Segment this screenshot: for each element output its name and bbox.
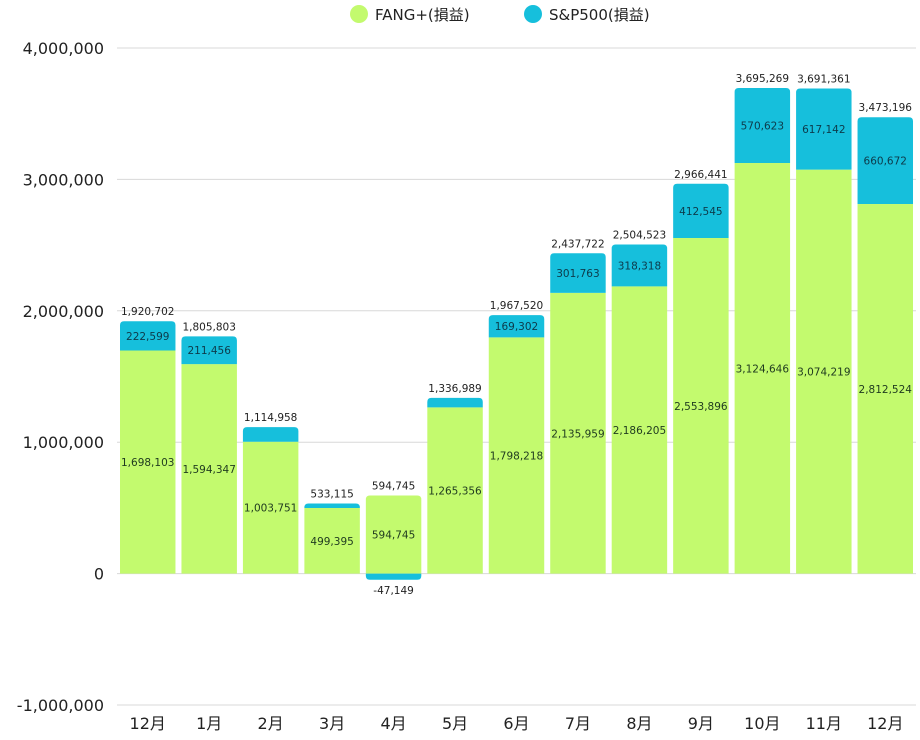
bar-sp500 [242, 427, 299, 442]
data-label-sp500: 301,763 [556, 268, 599, 280]
legend-swatch-sp500 [524, 5, 542, 23]
bar-sp500 [304, 503, 360, 508]
y-tick-label: 0 [94, 565, 104, 584]
data-label-fang: 1,798,218 [490, 450, 543, 462]
data-label-fang: 2,553,896 [674, 401, 728, 413]
data-label-total: 594,745 [372, 480, 415, 492]
bar-sp500 [120, 321, 176, 351]
bar-fang [550, 292, 606, 574]
data-label-sp500: 169,302 [495, 321, 538, 333]
x-tick-label: 4月 [380, 714, 406, 733]
bar-sp500 [796, 88, 852, 170]
data-label-total: 1,920,702 [121, 306, 174, 318]
bar-fang [796, 169, 852, 574]
data-label-fang: 499,395 [310, 536, 353, 548]
data-label-total: 1,967,520 [490, 300, 543, 312]
y-tick-label: 4,000,000 [23, 39, 104, 58]
bar-fang [120, 350, 176, 574]
bar-sp500 [427, 397, 483, 408]
x-tick-label: 1月 [196, 714, 222, 733]
y-axis: -1,000,000 0 1,000,000 2,000,000 3,000,000 4,… [17, 39, 104, 715]
x-tick-label: 7月 [565, 714, 591, 733]
data-label-sp500: 222,599 [126, 331, 169, 343]
data-label-sp500: 318,318 [618, 260, 661, 272]
bar-sp500 [488, 315, 545, 338]
bar-fang [857, 204, 913, 574]
x-tick-label: 12月 [130, 714, 166, 733]
data-label-fang: 1,698,103 [121, 457, 174, 469]
y-tick-label: 1,000,000 [23, 433, 104, 452]
bar-fang [488, 337, 545, 574]
x-tick-label: 6月 [503, 714, 529, 733]
data-label-fang: 3,074,219 [797, 367, 850, 379]
bar-fang [611, 286, 668, 574]
bar-sp500 [550, 253, 606, 293]
bar-fang [673, 238, 729, 574]
data-label-fang: 2,812,524 [859, 384, 913, 396]
data-label-sp500: 570,623 [741, 121, 784, 133]
data-label-fang: 594,745 [372, 530, 415, 542]
data-label-total: 2,504,523 [613, 230, 666, 242]
data-label-total: 1,114,958 [244, 412, 297, 424]
x-tick-label: 10月 [744, 714, 780, 733]
bar-fang [242, 441, 299, 574]
data-label-fang: 1,594,347 [182, 464, 235, 476]
data-label-total: 2,966,441 [674, 169, 727, 181]
x-tick-label: 12月 [867, 714, 903, 733]
data-label-fang: 1,003,751 [244, 503, 297, 515]
data-label-fang: 2,186,205 [613, 425, 666, 437]
bar-sp500 [365, 573, 422, 580]
x-tick-label: 3月 [319, 714, 345, 733]
x-tick-label: 5月 [442, 714, 468, 733]
x-axis: 12月 1月 2月 3月 4月 5月 6月 7月 8月 9月 10月 11月 12月 [130, 714, 904, 733]
data-label-sp500: 211,456 [187, 345, 231, 357]
x-tick-label: 11月 [806, 714, 842, 733]
data-label-fang: 1,265,356 [428, 485, 482, 497]
legend-label-sp500: S&P500(損益) [549, 6, 650, 24]
data-label-sp500: 617,142 [802, 124, 845, 136]
data-label-total: 2,437,722 [551, 238, 604, 250]
bar-sp500 [734, 88, 791, 164]
bar-fang [181, 364, 237, 574]
bar-sp500 [181, 336, 237, 365]
x-tick-label: 2月 [258, 714, 284, 733]
data-label-total: 533,115 [310, 489, 353, 501]
data-label-fang: 2,135,959 [551, 428, 604, 440]
bar-sp500 [611, 244, 668, 287]
data-labels: 1,698,103 222,599 1,920,702 1,594,347 211,45… [121, 73, 912, 597]
bar-fang [427, 407, 483, 574]
data-label-sp500: 660,672 [864, 156, 907, 168]
y-tick-label: 2,000,000 [23, 302, 104, 321]
bar-sp500 [673, 183, 729, 239]
x-tick-label: 8月 [626, 714, 652, 733]
data-label-fang: 3,124,646 [736, 363, 790, 375]
data-label-total: 1,336,989 [428, 383, 481, 395]
x-tick-label: 9月 [688, 714, 714, 733]
data-label-total: 1,805,803 [182, 321, 235, 333]
legend-item-sp500[interactable]: S&P500(損益) [524, 5, 650, 24]
y-tick-label: -1,000,000 [17, 696, 104, 715]
bar-sp500 [857, 117, 913, 205]
data-label-total: 3,691,361 [797, 74, 850, 86]
legend-label-fang: FANG+(損益) [375, 6, 470, 24]
data-label-sp500: -47,149 [373, 585, 414, 597]
legend: FANG+(損益) S&P500(損益) [350, 5, 650, 24]
bar-fang [304, 507, 360, 574]
y-tick-label: 3,000,000 [23, 170, 104, 189]
data-label-total: 3,695,269 [736, 73, 789, 85]
data-label-total: 3,473,196 [859, 102, 913, 114]
bars [120, 88, 913, 580]
bar-fang [734, 163, 791, 574]
bar-fang [365, 495, 422, 574]
data-label-sp500: 412,545 [679, 206, 722, 218]
legend-item-fang[interactable]: FANG+(損益) [350, 5, 470, 24]
legend-swatch-fang [350, 5, 368, 23]
